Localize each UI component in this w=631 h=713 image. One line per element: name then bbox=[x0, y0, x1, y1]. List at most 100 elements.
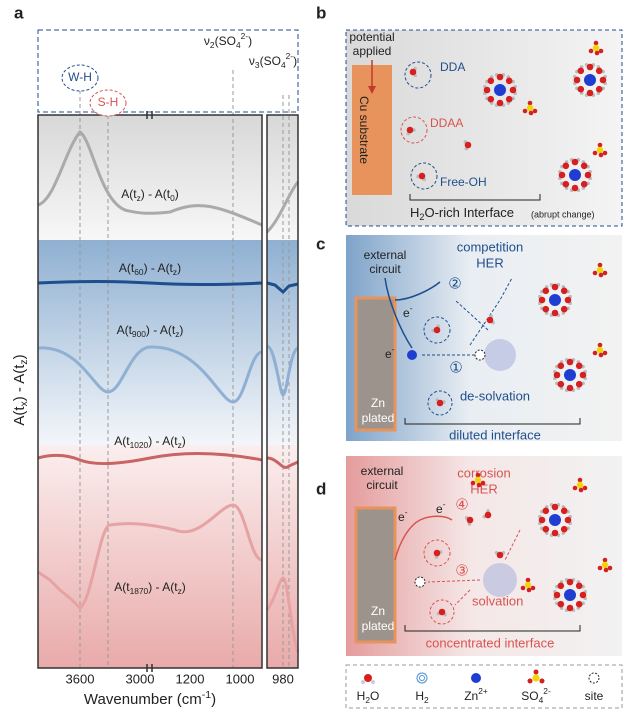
atom bbox=[593, 40, 599, 46]
legend: H2O H2 Zn2+ SO42- site bbox=[345, 664, 623, 709]
text-part: Zn bbox=[464, 689, 478, 703]
legend-icon bbox=[533, 669, 539, 675]
legend-icon bbox=[419, 675, 425, 681]
atom bbox=[542, 305, 550, 313]
label: concentrated interface bbox=[426, 635, 555, 650]
text-part: - bbox=[405, 507, 408, 517]
x-tick-label: 980 bbox=[272, 671, 294, 686]
text-part: A(t bbox=[117, 323, 133, 337]
atom bbox=[560, 525, 568, 533]
text-part: ) bbox=[11, 354, 28, 359]
atom bbox=[509, 86, 517, 94]
text-part: A(t bbox=[11, 406, 28, 426]
label: external bbox=[364, 248, 407, 262]
label: de-solvation bbox=[460, 388, 530, 403]
bracket bbox=[409, 194, 541, 201]
text-part: 2 bbox=[424, 695, 429, 705]
annotation-circle bbox=[89, 89, 127, 117]
halo bbox=[483, 563, 517, 597]
atom bbox=[528, 110, 534, 116]
atom bbox=[438, 608, 446, 616]
dashed-arrow bbox=[427, 529, 521, 606]
legend-label: H2 bbox=[415, 689, 429, 705]
atom bbox=[592, 270, 598, 276]
atom bbox=[542, 507, 550, 515]
molecules bbox=[406, 40, 613, 617]
x-tick-label: 1000 bbox=[226, 671, 255, 686]
atom bbox=[483, 86, 491, 94]
text-part: O bbox=[370, 689, 379, 703]
label: e- bbox=[436, 499, 446, 516]
step: ① bbox=[449, 359, 462, 377]
text-part: 900 bbox=[132, 329, 146, 339]
axes-frame bbox=[37, 114, 263, 669]
text-part: e bbox=[385, 347, 392, 361]
atom bbox=[564, 589, 576, 601]
atom bbox=[596, 346, 604, 354]
atom bbox=[575, 362, 583, 370]
text-part: 2 bbox=[419, 212, 424, 222]
atom bbox=[538, 296, 546, 304]
text-part: 4 bbox=[539, 695, 544, 705]
atom bbox=[522, 108, 528, 114]
annotation: S-H bbox=[98, 95, 119, 109]
atom bbox=[551, 309, 559, 317]
label: DDAA bbox=[430, 116, 463, 130]
atom bbox=[566, 578, 574, 586]
atom bbox=[480, 480, 486, 486]
label: e- bbox=[385, 344, 395, 361]
text-part: 2+ bbox=[478, 686, 488, 696]
atom bbox=[592, 44, 600, 52]
atom bbox=[598, 152, 604, 158]
bracket bbox=[404, 418, 581, 425]
atom bbox=[470, 480, 476, 486]
spectra bbox=[37, 130, 300, 653]
atom bbox=[598, 352, 604, 358]
text-part: (SO bbox=[260, 54, 281, 68]
atom bbox=[496, 551, 504, 559]
atom bbox=[551, 283, 559, 291]
atom bbox=[466, 516, 474, 524]
atom bbox=[598, 272, 604, 278]
text-part: - bbox=[392, 344, 395, 354]
label: HER bbox=[476, 255, 503, 270]
atom bbox=[562, 162, 570, 170]
atom bbox=[586, 89, 594, 97]
annotation: ν3(SO42-) bbox=[249, 51, 297, 70]
atom bbox=[566, 384, 574, 392]
text-part: 1870 bbox=[130, 586, 149, 596]
legend-box bbox=[345, 664, 623, 709]
label: e- bbox=[403, 303, 413, 320]
site bbox=[414, 576, 426, 588]
atom bbox=[582, 485, 588, 491]
atom bbox=[577, 67, 585, 75]
axes-frame bbox=[266, 114, 299, 669]
atom bbox=[538, 516, 546, 524]
zn-plated bbox=[354, 506, 397, 644]
atom bbox=[577, 85, 585, 93]
text-part: 2- bbox=[286, 51, 294, 61]
atom bbox=[575, 380, 583, 388]
annotation-circle bbox=[61, 64, 99, 92]
atom bbox=[595, 85, 603, 93]
text-part: Wavenumber (cm bbox=[84, 691, 202, 708]
atom bbox=[558, 171, 566, 179]
text-part: A(t bbox=[121, 187, 137, 201]
text-part: ) bbox=[175, 187, 179, 201]
text-part: 2 bbox=[365, 695, 370, 705]
y-axis-label: A(tx) - A(tz) bbox=[11, 354, 30, 425]
atom bbox=[566, 358, 574, 366]
atom bbox=[553, 371, 561, 379]
text-part: A(t bbox=[119, 261, 135, 275]
atom bbox=[607, 565, 613, 571]
panel-label: b bbox=[316, 3, 326, 22]
atom bbox=[474, 476, 482, 484]
label: Cu substrate bbox=[357, 96, 371, 164]
atom bbox=[560, 507, 568, 515]
atom bbox=[597, 262, 603, 268]
text-part: ) - A(t bbox=[146, 323, 176, 337]
text-part: 3 bbox=[255, 60, 260, 70]
curve-label: A(tz) - A(t0) bbox=[121, 187, 179, 203]
atom bbox=[475, 472, 481, 478]
